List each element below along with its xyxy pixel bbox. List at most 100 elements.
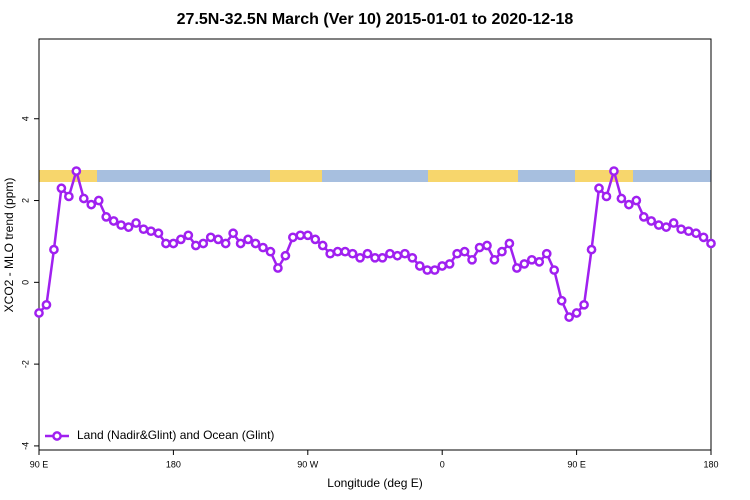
data-point bbox=[474, 242, 485, 253]
series-line bbox=[38, 166, 712, 319]
data-point bbox=[422, 265, 433, 275]
data-point bbox=[161, 238, 171, 249]
map-strip bbox=[39, 170, 711, 182]
data-point bbox=[265, 246, 276, 257]
data-point bbox=[310, 234, 321, 245]
data-point bbox=[138, 224, 149, 235]
data-point bbox=[676, 224, 686, 235]
y-tick-label: 2 bbox=[20, 198, 30, 203]
data-point bbox=[273, 263, 283, 273]
data-point bbox=[452, 248, 462, 259]
data-point bbox=[64, 191, 74, 202]
data-point bbox=[392, 250, 403, 261]
data-point bbox=[638, 212, 649, 222]
data-point bbox=[288, 232, 298, 243]
data-point bbox=[370, 252, 380, 263]
data-point bbox=[317, 240, 328, 251]
data-point bbox=[340, 246, 350, 257]
data-point bbox=[198, 238, 209, 249]
data-point bbox=[653, 220, 664, 230]
data-point bbox=[347, 248, 358, 259]
data-point bbox=[108, 216, 119, 226]
data-point bbox=[205, 232, 216, 243]
data-point bbox=[698, 232, 709, 243]
data-point bbox=[601, 191, 612, 202]
data-point bbox=[683, 226, 694, 237]
x-tick-label: 180 bbox=[166, 459, 181, 469]
chart-title: 27.5N-32.5N March (Ver 10) 2015-01-01 to… bbox=[177, 11, 574, 28]
data-point bbox=[512, 263, 522, 273]
x-tick-label: 90 W bbox=[297, 459, 319, 469]
data-point bbox=[116, 220, 126, 230]
data-point bbox=[668, 218, 679, 228]
data-point bbox=[332, 246, 343, 257]
data-point bbox=[571, 308, 582, 318]
data-point bbox=[407, 252, 418, 263]
data-point bbox=[34, 308, 44, 318]
data-point bbox=[519, 259, 530, 269]
data-point bbox=[616, 193, 627, 204]
x-tick-label: 90 E bbox=[30, 459, 49, 469]
legend-label: Land (Nadir&Glint) and Ocean (Glint) bbox=[77, 428, 274, 442]
data-point bbox=[437, 261, 448, 271]
y-axis-label: XCO2 - MLO trend (ppm) bbox=[2, 178, 16, 313]
data-point bbox=[661, 222, 672, 232]
data-point bbox=[489, 254, 500, 265]
data-point bbox=[153, 228, 164, 239]
data-point bbox=[243, 234, 253, 245]
data-point bbox=[183, 230, 194, 241]
data-point bbox=[586, 244, 597, 255]
data-point bbox=[706, 238, 716, 249]
data-point bbox=[594, 183, 604, 194]
data-point bbox=[482, 240, 492, 251]
data-point bbox=[579, 299, 589, 310]
data-point bbox=[168, 238, 179, 249]
data-point bbox=[228, 228, 238, 239]
data-point bbox=[71, 166, 82, 176]
y-tick-label: 4 bbox=[20, 116, 30, 121]
data-point bbox=[131, 218, 141, 228]
data-point bbox=[78, 193, 89, 204]
data-point bbox=[220, 238, 231, 249]
x-tick-label: 90 E bbox=[567, 459, 586, 469]
data-point bbox=[86, 199, 97, 210]
data-point bbox=[49, 244, 59, 255]
data-point bbox=[646, 216, 657, 226]
data-point bbox=[56, 183, 67, 194]
data-point bbox=[459, 246, 470, 257]
data-point bbox=[93, 195, 104, 206]
data-point bbox=[631, 195, 642, 206]
data-point bbox=[250, 238, 261, 249]
data-point bbox=[258, 242, 268, 253]
data-point bbox=[556, 295, 567, 306]
data-point bbox=[609, 166, 619, 176]
data-point bbox=[295, 230, 306, 241]
data-point bbox=[101, 212, 112, 222]
data-point bbox=[444, 259, 455, 269]
data-point bbox=[534, 257, 545, 267]
data-point bbox=[497, 246, 507, 257]
data-point bbox=[41, 299, 52, 310]
data-point bbox=[541, 248, 552, 259]
data-point bbox=[377, 252, 388, 263]
data-point bbox=[564, 312, 574, 322]
legend-marker bbox=[52, 431, 62, 441]
data-point bbox=[280, 250, 291, 261]
x-tick-label: 0 bbox=[440, 459, 445, 469]
data-point bbox=[467, 254, 477, 265]
y-tick-label: -2 bbox=[20, 360, 30, 368]
data-point bbox=[302, 230, 313, 241]
data-point bbox=[624, 199, 634, 210]
y-tick-label: 0 bbox=[20, 280, 30, 285]
plot-frame bbox=[38, 38, 712, 451]
data-point bbox=[123, 222, 134, 232]
data-point bbox=[190, 240, 201, 251]
x-tick-label: 180 bbox=[703, 459, 718, 469]
data-point bbox=[176, 234, 186, 245]
data-point bbox=[235, 238, 246, 249]
data-point bbox=[362, 248, 373, 259]
data-point bbox=[526, 254, 537, 265]
data-point bbox=[400, 248, 410, 259]
data-point bbox=[355, 252, 365, 263]
